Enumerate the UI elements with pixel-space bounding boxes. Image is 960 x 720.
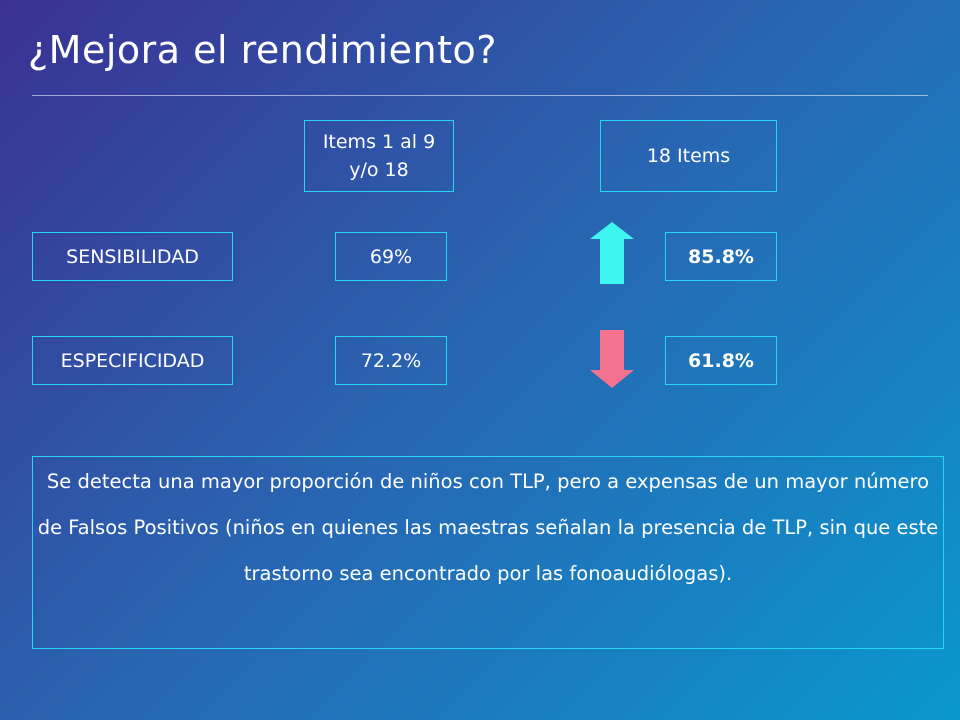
slide-title: ¿Mejora el rendimiento? <box>28 28 497 72</box>
column-header-line2: y/o 18 <box>349 159 409 181</box>
value-especificidad-items-1-9: 72.2% <box>335 336 447 385</box>
value-especificidad-18-items: 61.8% <box>665 336 777 385</box>
conclusion-text: Se detecta una mayor proporción de niños… <box>32 456 944 649</box>
column-header-18-items: 18 Items <box>600 120 777 192</box>
column-header-line1: Items 1 al 9 <box>322 131 436 153</box>
arrow-up-icon <box>590 222 634 284</box>
value-sensibilidad-items-1-9: 69% <box>335 232 447 281</box>
title-divider <box>32 95 928 96</box>
row-label-especificidad: ESPECIFICIDAD <box>32 336 233 385</box>
row-label-sensibilidad: SENSIBILIDAD <box>32 232 233 281</box>
value-sensibilidad-18-items: 85.8% <box>665 232 777 281</box>
arrow-down-icon <box>590 330 634 388</box>
column-header-items-1-9: Items 1 al 9 y/o 18 <box>304 120 454 192</box>
